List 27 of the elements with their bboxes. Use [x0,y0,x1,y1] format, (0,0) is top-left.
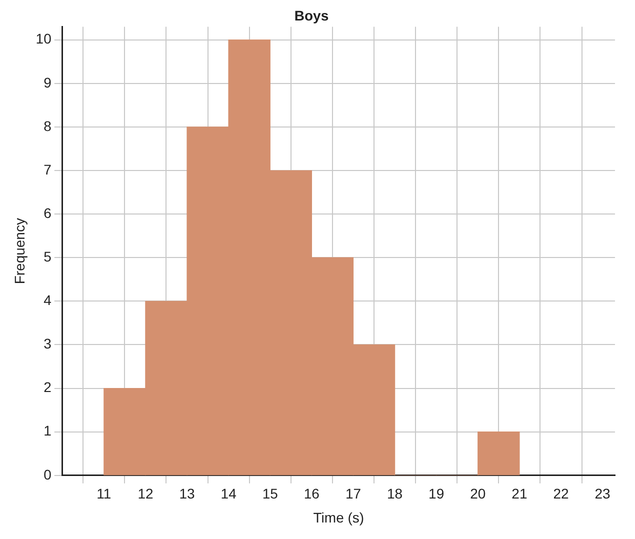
x-tick-label: 23 [594,486,611,502]
chart-title: Boys [294,7,329,24]
y-tick-label: 9 [44,74,52,90]
x-tick-label: 19 [428,486,444,502]
y-tick-label: 6 [44,204,52,221]
x-tick-label: 12 [138,486,154,502]
y-tick-label: 4 [44,292,52,308]
x-tick-label: 15 [262,486,278,502]
x-tick-label: 16 [304,486,320,502]
y-tick-label: 2 [44,379,52,396]
x-tick-label: 21 [512,486,528,502]
x-tick-label: 20 [470,486,486,502]
x-axis-title: Time (s) [313,509,364,526]
y-tick-label: 8 [44,118,52,134]
x-tick-label: 11 [96,486,112,502]
x-tick-label: 13 [179,486,196,502]
y-tick-label: 7 [44,161,52,178]
x-tick-label: 22 [553,486,569,502]
x-tick-label: 14 [220,486,237,502]
y-tick-label: 1 [44,422,52,439]
y-tick-label: 3 [44,336,52,352]
y-tick-label: 0 [44,466,52,482]
y-tick-label: 5 [44,248,52,264]
x-tick-label: 17 [345,486,362,502]
y-tick-label: 10 [36,30,52,47]
x-tick-label: 18 [386,486,403,502]
y-axis-title: Frequency [11,218,28,284]
